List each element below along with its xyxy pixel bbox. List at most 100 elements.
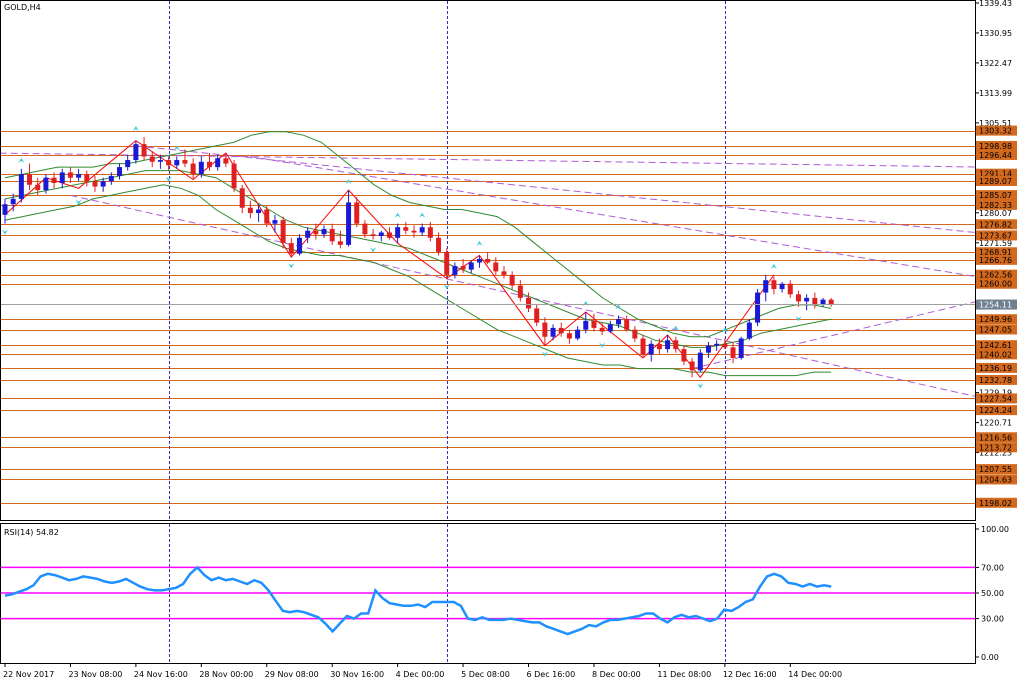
candle-body <box>755 293 760 323</box>
price-tick-label: 1322.47 <box>979 59 1012 68</box>
level-label: 1266.76 <box>979 256 1012 265</box>
candle-body <box>223 158 228 163</box>
candle-body <box>338 241 343 245</box>
candle-body <box>313 231 318 235</box>
rsi-tick-label: 0.00 <box>981 653 999 662</box>
candle-body <box>501 271 506 275</box>
candle-body <box>477 259 482 263</box>
candle-body <box>182 160 187 164</box>
candle-body <box>493 263 498 272</box>
level-label: 1213.72 <box>979 443 1012 452</box>
candle-body <box>305 231 310 238</box>
candle-body <box>649 344 654 355</box>
candle-body <box>657 344 662 349</box>
candle-body <box>469 263 474 270</box>
candle-body <box>297 238 302 254</box>
level-label: 1249.96 <box>979 315 1012 324</box>
level-label: 1276.82 <box>979 220 1012 229</box>
time-tick-label: 6 Dec 16:00 <box>527 670 576 679</box>
candle-body <box>485 259 490 263</box>
candle-body <box>518 286 523 298</box>
candle-body <box>362 224 367 235</box>
price-tick-label: 1280.07 <box>979 209 1012 218</box>
candle-body <box>452 266 457 275</box>
candle-body <box>542 323 547 337</box>
candle-body <box>166 160 171 165</box>
time-tick-label: 8 Dec 00:00 <box>592 670 641 679</box>
candle-body <box>534 308 539 322</box>
level-label: 1262.56 <box>979 271 1012 280</box>
candle-body <box>35 185 40 190</box>
candle-body <box>681 349 686 361</box>
candle-body <box>698 353 703 371</box>
level-label: 1204.63 <box>979 475 1012 484</box>
time-tick-label: 12 Dec 16:00 <box>723 670 777 679</box>
candle-body <box>722 344 727 348</box>
candle-body <box>150 156 155 161</box>
candle-body <box>420 227 425 232</box>
candle-body <box>330 229 335 241</box>
candle-body <box>191 164 196 175</box>
level-label: 1240.02 <box>979 350 1012 359</box>
candle-body <box>444 252 449 275</box>
candle-body <box>264 210 269 224</box>
candle-body <box>395 227 400 238</box>
chart-title: GOLD,H4 <box>4 4 41 12</box>
candle-body <box>60 172 65 183</box>
level-label: 1282.33 <box>979 201 1012 210</box>
candle-body <box>796 294 801 301</box>
candle-body <box>690 361 695 370</box>
candle-body <box>714 344 719 346</box>
rsi-tick-label: 100.00 <box>981 525 1009 534</box>
level-label: 1247.05 <box>979 326 1012 335</box>
candle-body <box>84 174 89 181</box>
time-tick-label: 24 Nov 16:00 <box>134 670 188 679</box>
candle-body <box>11 199 16 204</box>
time-tick-label: 11 Dec 08:00 <box>657 670 711 679</box>
price-tick-label: 1313.99 <box>979 89 1012 98</box>
candle-body <box>575 330 580 339</box>
level-label: 1289.07 <box>979 177 1012 186</box>
candle-body <box>403 227 408 231</box>
candle-body <box>616 319 621 324</box>
candle-body <box>92 181 97 186</box>
candle-body <box>256 210 261 214</box>
candle-body <box>428 227 433 238</box>
level-label: 1232.78 <box>979 376 1012 385</box>
candle-body <box>804 298 809 302</box>
candle-body <box>281 220 286 243</box>
time-tick-label: 4 Dec 00:00 <box>396 670 445 679</box>
candle-body <box>788 284 793 295</box>
time-tick-label: 5 Dec 08:00 <box>461 670 510 679</box>
level-label: 1216.56 <box>979 433 1012 442</box>
candle-body <box>412 231 417 233</box>
price-tick-label: 1330.95 <box>979 29 1012 38</box>
candle-body <box>371 234 376 236</box>
candle-body <box>322 229 327 234</box>
candle-body <box>240 188 245 207</box>
candle-body <box>379 232 384 236</box>
candle-body <box>461 266 466 270</box>
candle-body <box>632 330 637 339</box>
candle-body <box>3 204 8 215</box>
level-label: 1273.67 <box>979 231 1012 240</box>
candle-body <box>68 172 73 177</box>
candle-body <box>19 174 24 199</box>
candle-body <box>812 298 817 305</box>
candle-body <box>771 280 776 289</box>
candle-body <box>387 232 392 237</box>
candle-body <box>117 167 122 176</box>
current-price-label: 1254.11 <box>979 301 1012 310</box>
candle-body <box>289 243 294 254</box>
candle-body <box>272 220 277 224</box>
candle-body <box>109 176 114 181</box>
candle-body <box>763 280 768 292</box>
candle-body <box>559 328 564 333</box>
candle-body <box>27 174 32 185</box>
candle-body <box>232 164 237 189</box>
candle-body <box>76 174 81 178</box>
candle-body <box>591 321 596 328</box>
level-label: 1260.00 <box>979 280 1012 289</box>
candle-body <box>624 319 629 330</box>
